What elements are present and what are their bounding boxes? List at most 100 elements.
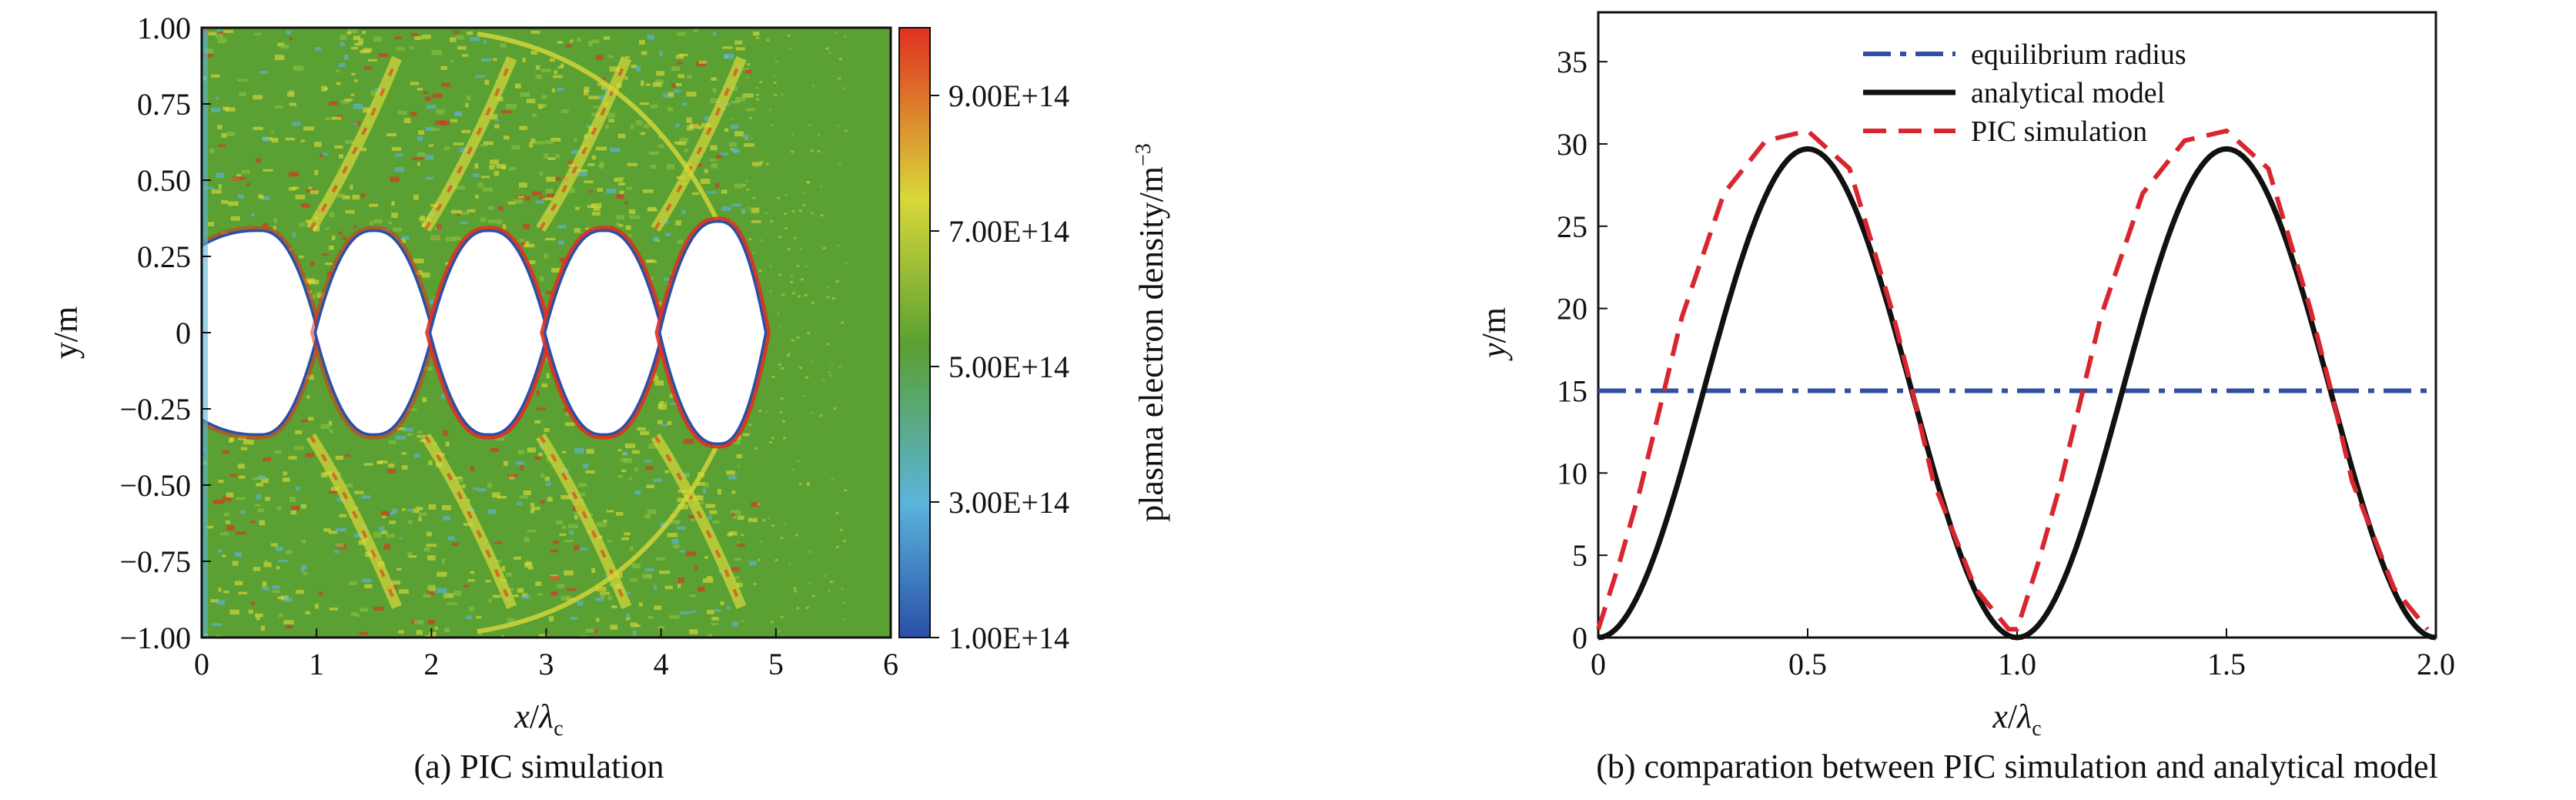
- density-speckle: [585, 470, 595, 474]
- density-speckle: [600, 594, 605, 599]
- density-speckle: [609, 66, 621, 72]
- density-speckle: [807, 483, 811, 486]
- density-speckle: [778, 236, 782, 239]
- density-speckle: [295, 486, 300, 491]
- density-speckle: [303, 126, 314, 131]
- density-speckle: [391, 146, 402, 151]
- density-speckle: [478, 631, 483, 636]
- density-speckle: [466, 95, 471, 101]
- density-speckle: [817, 133, 821, 136]
- density-speckle: [736, 582, 743, 587]
- density-speckle: [467, 579, 475, 582]
- density-speckle: [737, 544, 745, 547]
- density-speckle: [771, 437, 774, 440]
- density-speckle: [423, 91, 428, 94]
- density-speckle: [767, 517, 771, 520]
- x-tick-label: 6: [883, 647, 898, 681]
- density-speckle: [835, 545, 839, 548]
- density-speckle: [785, 227, 788, 230]
- density-speckle: [493, 164, 498, 167]
- colorbar-tick-label: 9.00E+14: [948, 79, 1069, 113]
- density-speckle: [427, 531, 432, 537]
- density-speckle: [747, 63, 751, 66]
- density-speckle: [218, 479, 224, 484]
- density-speckle: [582, 463, 589, 469]
- density-speckle: [580, 492, 586, 496]
- density-speckle: [273, 226, 276, 230]
- density-speckle: [731, 203, 741, 207]
- density-speckle: [628, 477, 633, 480]
- density-speckle: [301, 568, 305, 573]
- density-speckle: [410, 45, 413, 50]
- series-line-pic-simulation: [1596, 128, 2430, 632]
- density-speckle: [246, 182, 251, 186]
- density-speckle: [555, 520, 564, 525]
- density-speckle: [769, 219, 773, 223]
- density-speckle: [831, 363, 835, 366]
- density-speckle: [654, 584, 657, 590]
- density-speckle: [308, 186, 313, 189]
- density-speckle: [204, 48, 214, 54]
- density-speckle: [670, 402, 680, 405]
- density-speckle: [446, 236, 456, 242]
- density-speckle: [309, 189, 319, 195]
- density-speckle: [664, 219, 669, 224]
- density-speckle: [585, 628, 595, 633]
- density-speckle: [577, 172, 587, 176]
- density-speckle: [217, 125, 222, 129]
- density-speckle: [425, 155, 433, 160]
- density-speckle: [611, 605, 617, 608]
- density-speckle: [521, 241, 527, 246]
- density-speckle: [733, 148, 738, 154]
- density-speckle: [369, 221, 373, 226]
- density-speckle: [766, 38, 770, 42]
- density-speckle: [610, 147, 621, 152]
- density-speckle: [588, 189, 593, 193]
- density-speckle: [730, 117, 734, 120]
- density-speckle: [527, 260, 536, 265]
- density-speckle: [508, 475, 515, 480]
- density-speckle: [480, 217, 487, 223]
- density-speckle: [709, 159, 717, 162]
- density-speckle: [647, 35, 655, 40]
- density-speckle: [643, 123, 650, 129]
- density-speckle: [240, 447, 248, 450]
- density-speckle: [711, 622, 718, 625]
- y-tick-label: 0.50: [137, 163, 191, 198]
- density-speckle: [677, 497, 685, 502]
- line-chart-series: [1596, 128, 2437, 641]
- density-speckle: [603, 519, 607, 523]
- caption-b: (b) comparation between PIC simulation a…: [1596, 748, 2438, 785]
- density-speckle: [712, 32, 717, 36]
- density-speckle: [545, 482, 551, 487]
- density-speckle: [315, 47, 322, 51]
- density-speckle: [720, 601, 724, 605]
- density-speckle: [584, 86, 590, 92]
- density-speckle: [564, 540, 574, 543]
- density-speckle: [544, 237, 556, 241]
- density-speckle: [732, 621, 738, 628]
- density-speckle: [425, 176, 433, 180]
- density-speckle: [768, 290, 772, 293]
- density-speckle: [413, 454, 421, 457]
- density-speckle: [641, 51, 647, 55]
- density-speckle: [527, 529, 536, 533]
- density-speckle: [543, 253, 549, 259]
- density-speckle: [640, 431, 650, 436]
- density-speckle: [547, 497, 553, 502]
- density-speckle: [404, 118, 411, 123]
- density-speckle: [467, 31, 473, 35]
- density-speckle: [275, 547, 283, 551]
- density-speckle: [236, 79, 248, 82]
- density-speckle: [640, 102, 650, 105]
- density-speckle: [332, 116, 342, 120]
- density-speckle: [353, 122, 358, 126]
- density-speckle: [741, 94, 750, 99]
- density-speckle: [655, 79, 664, 85]
- density-speckle: [280, 44, 289, 49]
- density-speckle: [736, 454, 743, 459]
- density-speckle: [321, 472, 328, 478]
- density-speckle: [535, 581, 542, 587]
- density-speckle: [256, 494, 262, 500]
- density-speckle: [443, 146, 450, 150]
